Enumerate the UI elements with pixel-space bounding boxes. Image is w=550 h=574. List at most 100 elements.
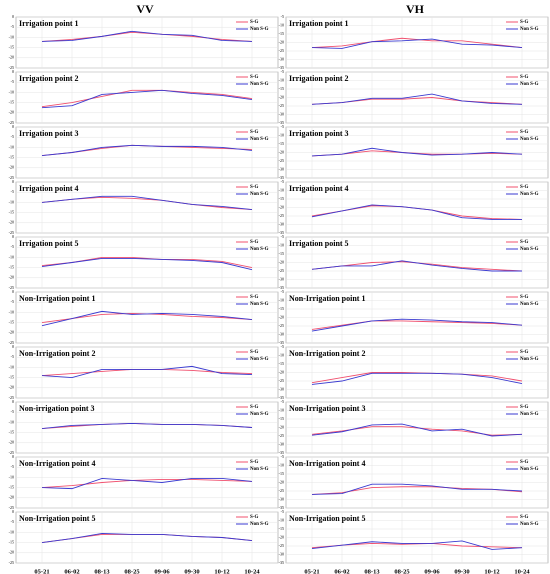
legend-label: S-G <box>250 130 258 135</box>
legend-label: S-G <box>250 75 258 80</box>
y-tick-label: -20 <box>279 534 284 539</box>
series-line <box>41 30 253 42</box>
legend-label: Non S-G <box>520 247 539 252</box>
y-tick-label: -25 <box>9 65 14 70</box>
y-tick-label: -30 <box>279 551 284 556</box>
y-tick-label: -30 <box>279 386 284 391</box>
series-line <box>41 477 253 490</box>
y-tick-label: -5 <box>11 464 14 469</box>
y-tick-label: -25 <box>9 340 14 345</box>
legend-label: S-G <box>520 130 528 135</box>
legend-label: Non S-G <box>250 412 269 417</box>
y-tick-label: -15 <box>279 361 284 366</box>
legend-label: Non S-G <box>250 27 269 32</box>
y-tick-label: -10 <box>279 517 284 522</box>
legend-label: S-G <box>520 460 528 465</box>
legend-label: S-G <box>520 405 528 410</box>
y-tick-label: -5 <box>281 344 284 349</box>
y-tick-label: -15 <box>279 86 284 91</box>
series-line <box>311 483 523 495</box>
panel-title: Irrigation point 4 <box>19 184 79 193</box>
y-tick-label: -20 <box>279 149 284 154</box>
panel-frame <box>15 511 279 564</box>
y-tick-label: -30 <box>279 56 284 61</box>
y-tick-label: -20 <box>279 39 284 44</box>
x-tick-label: 08-13 <box>364 568 380 574</box>
y-tick-label: -35 <box>279 340 284 345</box>
y-tick-label: -5 <box>11 299 14 304</box>
y-tick-label: -35 <box>279 285 284 290</box>
y-tick-label: -15 <box>9 320 14 325</box>
y-tick-label: -10 <box>279 132 284 137</box>
panel-title: Non-Irrigation point 5 <box>289 514 365 523</box>
y-tick-label: -5 <box>281 124 284 129</box>
y-tick-label: -10 <box>279 77 284 82</box>
y-tick-label: -15 <box>279 306 284 311</box>
y-tick-label: -25 <box>279 488 284 493</box>
series-line <box>41 365 253 379</box>
y-tick-label: -25 <box>9 230 14 235</box>
y-tick-label: -15 <box>9 375 14 380</box>
panel-title: Non-Irrigation point 4 <box>19 459 95 468</box>
y-tick-label: -20 <box>9 275 14 280</box>
legend-label: Non S-G <box>250 522 269 527</box>
y-tick-label: -20 <box>9 385 14 390</box>
y-tick-label: -5 <box>11 244 14 249</box>
y-tick-label: 0 <box>12 289 14 294</box>
series-line <box>311 423 523 437</box>
y-tick-label: -25 <box>9 560 14 565</box>
y-tick-label: -25 <box>9 395 14 400</box>
x-tick-label: 10-24 <box>514 568 530 574</box>
series-line <box>311 372 523 385</box>
y-tick-label: -20 <box>9 110 14 115</box>
y-tick-label: -15 <box>9 540 14 545</box>
legend-label: Non S-G <box>520 137 539 142</box>
y-tick-label: -15 <box>9 100 14 105</box>
y-tick-label: 0 <box>12 179 14 184</box>
series-line <box>311 318 523 332</box>
y-tick-label: -10 <box>279 462 284 467</box>
legend-label: Non S-G <box>520 27 539 32</box>
y-tick-label: -25 <box>9 175 14 180</box>
x-tick-label: 06-02 <box>334 568 349 574</box>
panel-title: Irrigation point 5 <box>19 239 79 248</box>
y-tick-label: -15 <box>279 416 284 421</box>
y-tick-label: -30 <box>279 111 284 116</box>
y-tick-label: -25 <box>279 48 284 53</box>
y-tick-label: -15 <box>279 141 284 146</box>
series-line <box>311 540 523 550</box>
y-tick-label: -35 <box>279 450 284 455</box>
legend-label: S-G <box>250 460 258 465</box>
y-tick-label: -25 <box>279 103 284 108</box>
y-tick-label: -5 <box>281 289 284 294</box>
y-tick-label: -10 <box>279 407 284 412</box>
y-tick-label: -35 <box>279 230 284 235</box>
y-tick-label: -5 <box>281 14 284 19</box>
legend-label: Non S-G <box>520 357 539 362</box>
y-tick-label: -30 <box>279 276 284 281</box>
x-tick-label: 10-24 <box>244 568 260 574</box>
legend-label: Non S-G <box>520 522 539 527</box>
y-tick-label: -25 <box>279 158 284 163</box>
panel-title: Non-Irrigation point 2 <box>19 349 95 358</box>
series-line <box>41 478 253 489</box>
y-tick-label: -10 <box>9 144 14 149</box>
y-tick-label: -25 <box>9 450 14 455</box>
legend-label: S-G <box>520 240 528 245</box>
y-tick-label: 0 <box>12 509 14 514</box>
x-tick-label: 10-12 <box>484 568 499 574</box>
y-tick-label: -15 <box>279 196 284 201</box>
series-line <box>41 89 253 109</box>
y-tick-label: 0 <box>12 454 14 459</box>
x-tick-label: 06-02 <box>64 568 79 574</box>
legend-label: S-G <box>520 185 528 190</box>
legend-label: Non S-G <box>250 192 269 197</box>
x-tick-label: 09-30 <box>454 568 469 574</box>
y-tick-label: -10 <box>279 187 284 192</box>
column-title: VH <box>406 2 425 16</box>
y-tick-label: -15 <box>9 155 14 160</box>
legend-label: Non S-G <box>250 302 269 307</box>
x-tick-label: 09-06 <box>424 568 440 574</box>
panel-frame <box>15 16 279 69</box>
